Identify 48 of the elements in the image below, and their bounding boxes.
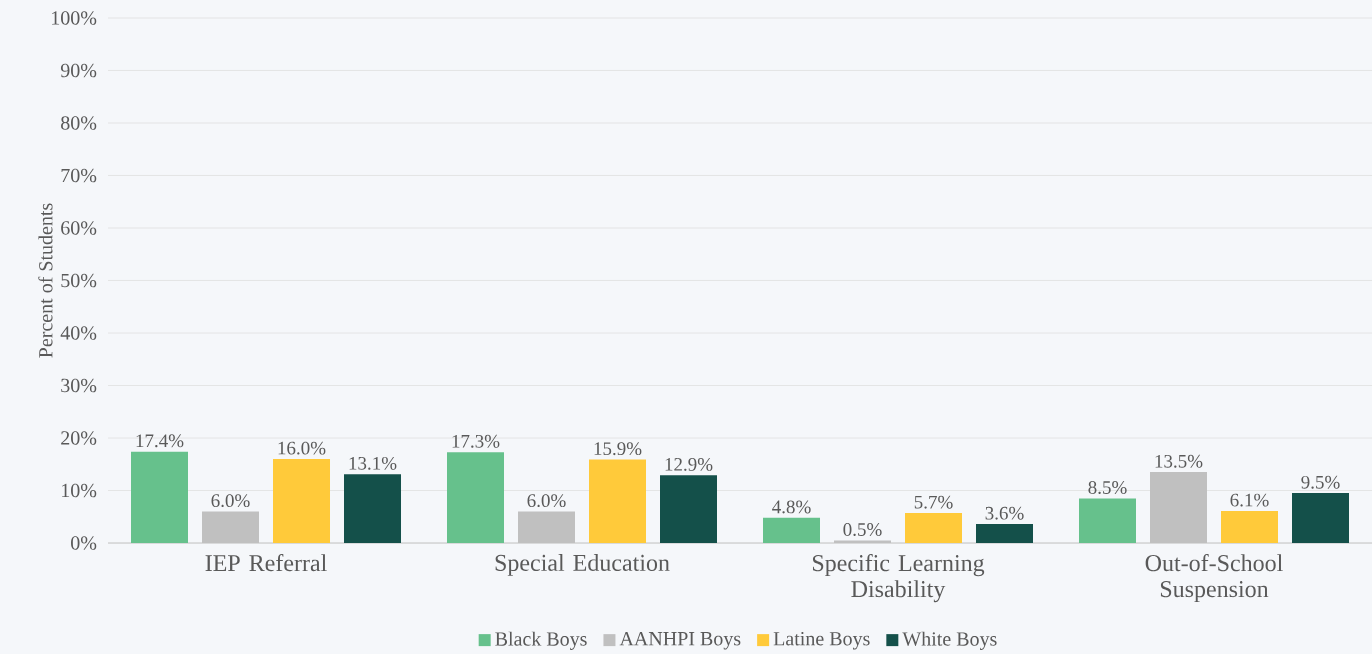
data-label: 17.4%	[136, 434, 184, 448]
data-label: 9.5%	[1301, 475, 1340, 489]
bar	[660, 475, 717, 543]
y-tick-label: 30%	[61, 378, 97, 393]
bar	[589, 459, 646, 543]
data-label: 5.7%	[914, 495, 953, 509]
y-tick-label: 0%	[71, 536, 97, 550]
y-tick-label: 40%	[60, 326, 97, 340]
y-tick-label: 10%	[62, 483, 97, 498]
data-label: 13.5%	[1155, 454, 1203, 468]
bar	[1079, 498, 1136, 543]
bar	[905, 513, 962, 543]
y-tick-label: 60%	[61, 221, 97, 235]
y-axis-title: Percent of Students	[38, 203, 53, 358]
y-tick-label: 70%	[61, 168, 97, 183]
data-label: 8.5%	[1088, 481, 1127, 494]
x-tick-label: Specific Learning Disability	[812, 554, 985, 603]
x-tick-label: Special Education	[495, 554, 670, 576]
y-tick-label: 50%	[61, 273, 97, 288]
x-tick-label: IEP Referral	[205, 554, 327, 572]
bar	[763, 517, 820, 543]
data-label: 0.5%	[843, 523, 882, 536]
data-label: 17.3%	[452, 434, 500, 448]
y-tick-label: 100%	[52, 11, 97, 25]
data-label: 6.0%	[527, 494, 566, 508]
y-tick-label: 90%	[60, 63, 97, 78]
legend-label: AANHPI Boys	[619, 632, 741, 650]
data-label: 4.8%	[772, 500, 811, 514]
data-label: 3.6%	[985, 506, 1024, 520]
bar	[447, 452, 504, 543]
data-label: 13.1%	[349, 456, 397, 470]
y-tick-label: 80%	[61, 116, 97, 130]
data-label: 6.1%	[1230, 493, 1269, 507]
legend-label: Black Boys	[495, 631, 587, 650]
data-label: 6.0%	[211, 494, 250, 508]
legend-label: White Boys	[902, 631, 997, 650]
bar	[1221, 510, 1278, 543]
bar	[131, 451, 188, 543]
bar	[273, 459, 331, 543]
data-label: 12.9%	[665, 457, 713, 471]
bar	[344, 474, 401, 543]
bar	[1292, 493, 1349, 543]
data-label: 16.0%	[278, 441, 326, 455]
y-tick-label: 20%	[61, 431, 97, 445]
x-tick-label: Out-of-School Suspension	[1145, 554, 1283, 603]
legend-label: Latine Boys	[773, 632, 870, 650]
bar	[976, 524, 1033, 543]
data-label: 15.9%	[594, 442, 642, 456]
